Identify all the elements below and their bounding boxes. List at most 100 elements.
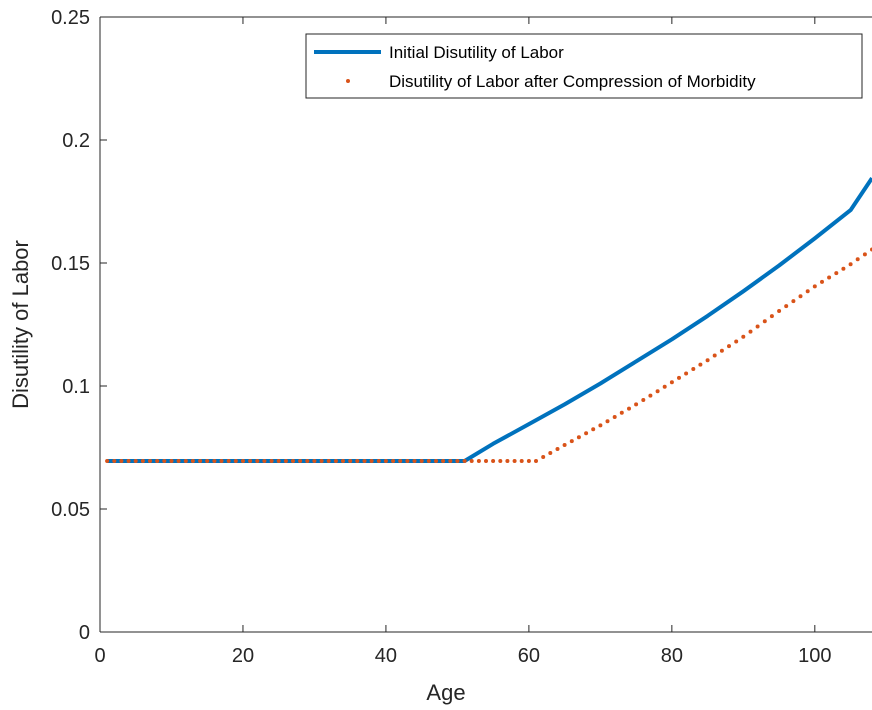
series-compression-point bbox=[827, 275, 832, 280]
series-compression-point bbox=[155, 459, 160, 463]
series-layer bbox=[105, 176, 872, 463]
series-compression-point bbox=[734, 339, 739, 344]
series-compression-point bbox=[355, 459, 360, 463]
series-compression-point bbox=[748, 329, 753, 334]
series-compression-point bbox=[198, 459, 203, 463]
x-tick-label: 100 bbox=[798, 645, 831, 667]
series-compression-point bbox=[326, 459, 331, 463]
series-compression-point bbox=[576, 435, 581, 440]
series-compression-point bbox=[662, 384, 667, 389]
x-tick-label: 80 bbox=[661, 645, 683, 667]
series-compression-point bbox=[133, 459, 138, 463]
series-compression-dots bbox=[105, 247, 872, 463]
series-compression-point bbox=[448, 459, 453, 463]
series-compression-point bbox=[834, 271, 839, 276]
series-compression-point bbox=[469, 459, 474, 463]
series-compression-point bbox=[512, 459, 517, 463]
series-compression-point bbox=[105, 459, 110, 463]
legend-label-initial: Initial Disutility of Labor bbox=[389, 43, 564, 62]
series-compression-point bbox=[769, 314, 774, 319]
series-compression-point bbox=[719, 348, 724, 353]
y-axis-label: Disutility of Labor bbox=[8, 240, 33, 409]
series-compression-point bbox=[762, 319, 767, 324]
series-compression-point bbox=[491, 459, 496, 463]
series-compression-point bbox=[498, 459, 503, 463]
series-compression-point bbox=[805, 289, 810, 294]
series-compression-point bbox=[176, 459, 181, 463]
legend-label-compression: Disutility of Labor after Compression of… bbox=[389, 72, 756, 91]
series-compression-point bbox=[262, 459, 267, 463]
series-compression-point bbox=[784, 304, 789, 309]
series-compression-point bbox=[412, 459, 417, 463]
series-compression-point bbox=[541, 455, 546, 459]
series-compression-point bbox=[619, 410, 624, 415]
series-compression-point bbox=[119, 459, 124, 463]
series-initial-line bbox=[107, 176, 872, 463]
series-compression-point bbox=[727, 344, 731, 349]
series-compression-point bbox=[712, 353, 717, 358]
series-compression-point bbox=[534, 459, 538, 463]
series-compression-point bbox=[741, 334, 746, 339]
series-compression-point bbox=[183, 459, 188, 463]
series-compression-point bbox=[269, 459, 274, 463]
series-compression-point bbox=[484, 459, 488, 463]
series-compression-point bbox=[398, 459, 403, 463]
series-compression-point bbox=[634, 402, 639, 407]
series-compression-point bbox=[391, 459, 396, 463]
series-compression-point bbox=[569, 439, 574, 444]
series-compression-point bbox=[305, 459, 310, 463]
x-tick-label: 40 bbox=[375, 645, 397, 667]
series-compression-point bbox=[319, 459, 324, 463]
legend-dot bbox=[346, 79, 350, 83]
series-compression-point bbox=[205, 459, 210, 463]
series-compression-point bbox=[148, 459, 152, 463]
series-compression-point bbox=[341, 459, 345, 463]
series-compression-point bbox=[126, 459, 131, 463]
series-compression-point bbox=[426, 459, 431, 463]
series-compression-point bbox=[798, 294, 803, 299]
tick-layer: 0 20 40 60 80 100 0 0.05 0.1 0.15 0.2 0.25 bbox=[51, 7, 831, 667]
series-compression-point bbox=[777, 309, 782, 313]
series-compression-point bbox=[476, 459, 481, 463]
series-compression-point bbox=[419, 459, 424, 463]
series-compression-point bbox=[641, 398, 646, 402]
series-compression-point bbox=[226, 459, 231, 463]
series-compression-point bbox=[562, 443, 567, 447]
series-compression-point bbox=[669, 380, 674, 385]
series-compression-point bbox=[848, 262, 853, 267]
y-tick-label: 0.2 bbox=[62, 130, 90, 152]
series-compression-point bbox=[812, 284, 817, 289]
series-compression-point bbox=[698, 362, 703, 367]
series-compression-point bbox=[112, 459, 117, 463]
series-compression-point bbox=[555, 447, 560, 451]
series-compression-point bbox=[605, 419, 610, 424]
series-compression-point bbox=[505, 459, 510, 463]
x-tick-label: 60 bbox=[518, 645, 540, 667]
x-axis-label: Age bbox=[426, 680, 465, 705]
series-compression-point bbox=[441, 459, 446, 463]
series-compression-point bbox=[169, 459, 174, 463]
series-compression-point bbox=[820, 279, 824, 284]
series-compression-point bbox=[333, 459, 338, 463]
series-compression-point bbox=[684, 371, 689, 376]
series-compression-point bbox=[655, 389, 660, 394]
x-tick-label: 20 bbox=[232, 645, 254, 667]
y-tick-label: 0.25 bbox=[51, 7, 90, 29]
series-compression-point bbox=[455, 459, 460, 463]
series-compression-point bbox=[755, 324, 760, 329]
series-compression-point bbox=[255, 459, 260, 463]
series-compression-point bbox=[548, 451, 553, 455]
series-compression-point bbox=[591, 427, 596, 432]
series-compression-point bbox=[212, 459, 217, 463]
x-tick-label: 0 bbox=[94, 645, 105, 667]
series-compression-point bbox=[691, 367, 696, 371]
series-compression-point bbox=[855, 257, 860, 262]
series-compression-point bbox=[841, 266, 846, 271]
series-compression-point bbox=[376, 459, 381, 463]
series-compression-point bbox=[276, 459, 281, 463]
series-compression-point bbox=[369, 459, 374, 463]
series-compression-point bbox=[612, 415, 617, 419]
axes-layer bbox=[99, 16, 872, 633]
